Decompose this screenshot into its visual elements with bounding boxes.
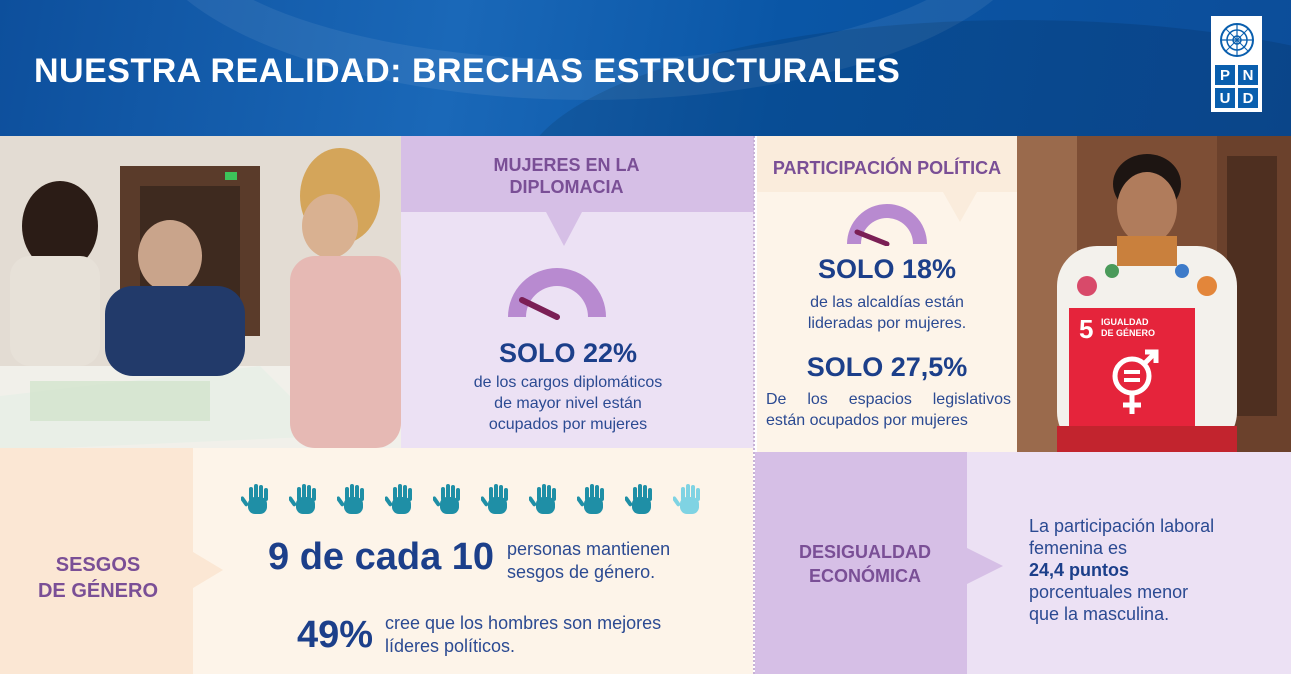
gender-equality-icon <box>1112 349 1159 414</box>
gender-bias-label-line: SESGOS <box>55 554 141 576</box>
hand-icon <box>625 484 652 514</box>
diplomacy-heading-band <box>401 136 754 212</box>
hand-icon <box>529 484 556 514</box>
sdg5-label-line: DE GÉNERO <box>1101 328 1156 338</box>
diplomacy-heading: MUJERES EN LA DIPLOMACIA <box>401 154 732 198</box>
economic-inequality-description: La participación laboral femenina es 24,… <box>1029 515 1269 625</box>
gender-bias-stat-percent: 49% <box>297 614 374 656</box>
sdg5-label: IGUALDAD DE GÉNERO <box>1101 317 1155 339</box>
gender-bias-label-line: DE GÉNERO <box>37 580 159 602</box>
dotted-divider <box>753 136 755 674</box>
hand-icon <box>577 484 604 514</box>
economic-inequality-label: DESIGUALDAD ECONÓMICA <box>770 540 960 588</box>
gender-bias-description-line: líderes políticos. <box>385 636 516 656</box>
diplomacy-gauge-icon <box>508 268 606 320</box>
gender-bias-description-line: personas mantienen <box>507 539 671 559</box>
diplomacy-gauge-needle <box>519 297 560 320</box>
hand-icon <box>289 484 316 514</box>
diplomacy-panel: MUJERES EN LA DIPLOMACIA SOLO 22% de los… <box>401 136 754 448</box>
gender-bias-label: SESGOS DE GÉNERO <box>18 552 178 604</box>
political-description-legislative: De los espacios legislativos <box>766 389 1011 410</box>
political-description-line: de las alcaldías están <box>810 294 964 311</box>
political-stat-legislative: SOLO 27,5% <box>806 352 968 382</box>
economic-description-line: femenina es <box>1029 538 1128 558</box>
logo-letter: N <box>1238 65 1258 85</box>
hand-icon <box>337 484 364 514</box>
political-description-line: están ocupados por mujeres <box>766 412 968 429</box>
gender-bias-description-ratio: personas mantienen sesgos de género. <box>507 538 670 584</box>
diplomacy-description-line: de los cargos diplomáticos <box>473 374 663 391</box>
political-heading: PARTICIPACIÓN POLÍTICA <box>772 158 1002 178</box>
hands-pictogram <box>241 482 707 516</box>
diplomacy-heading-line: MUJERES EN LA <box>493 155 640 175</box>
photo-team-working <box>0 136 401 448</box>
photo-woman-with-sdg-badge: 5 IGUALDAD DE GÉNERO <box>1017 136 1291 452</box>
diplomacy-notch <box>546 212 582 246</box>
economic-highlight: 24,4 puntos <box>1029 560 1130 580</box>
gender-bias-panel <box>193 448 753 674</box>
gender-bias-description-line: cree que los hombres son mejores <box>385 613 662 633</box>
diplomacy-description: de los cargos diplomáticos de mayor nive… <box>401 372 735 435</box>
economic-inequality-label-line: ECONÓMICA <box>809 566 921 586</box>
economic-inequality-label-line: DESIGUALDAD <box>798 542 931 562</box>
diplomacy-heading-line: DIPLOMACIA <box>509 177 624 197</box>
political-heading-band <box>757 136 1017 192</box>
economic-description-line: porcentuales menor <box>1029 582 1189 602</box>
political-gauge-icon <box>847 204 927 246</box>
political-notch <box>943 192 977 222</box>
header-banner: NUESTRA REALIDAD: BRECHAS ESTRUCTURALES … <box>0 0 1291 136</box>
un-emblem-icon <box>1211 16 1262 64</box>
hand-icon <box>385 484 412 514</box>
sdg5-label-line: IGUALDAD <box>1101 317 1149 327</box>
political-gauge-needle <box>854 229 890 246</box>
gender-bias-arrow <box>193 552 223 588</box>
logo-letter: P <box>1215 65 1235 85</box>
diplomacy-stat: SOLO 22% <box>498 338 638 368</box>
hand-icon <box>241 484 268 514</box>
economic-inequality-panel <box>967 452 1291 674</box>
economic-inequality-label-panel <box>755 452 967 674</box>
political-participation-panel: PARTICIPACIÓN POLÍTICA SOLO 18% de las a… <box>757 136 1017 452</box>
diplomacy-description-line: de mayor nivel están <box>494 395 642 412</box>
gender-bias-description-line: sesgos de género. <box>507 562 656 582</box>
economic-inequality-arrow <box>967 548 1003 584</box>
gender-bias-description-percent: cree que los hombres son mejores líderes… <box>385 612 661 658</box>
logo-letter: U <box>1215 88 1235 108</box>
sdg5-badge: 5 IGUALDAD DE GÉNERO <box>1069 308 1195 426</box>
gender-bias-label-panel <box>0 448 193 674</box>
political-description-line: De los espacios legislativos <box>766 391 1011 408</box>
logo-letter: D <box>1238 88 1258 108</box>
political-description-mayors: de las alcaldías están lideradas por muj… <box>757 292 1017 334</box>
hand-icon <box>433 484 460 514</box>
hand-icon <box>673 484 700 514</box>
economic-description-line: que la masculina. <box>1029 604 1170 624</box>
sdg5-number: 5 <box>1079 314 1094 344</box>
political-description-line: lideradas por mujeres. <box>807 315 967 332</box>
hand-icon <box>481 484 508 514</box>
gender-bias-stat-ratio: 9 de cada 10 <box>268 536 495 578</box>
economic-description-line: La participación laboral <box>1029 516 1215 536</box>
page-title: NUESTRA REALIDAD: BRECHAS ESTRUCTURALES <box>34 52 901 90</box>
undp-logo: P N U D <box>1211 16 1262 112</box>
political-stat-mayors: SOLO 18% <box>817 254 957 284</box>
diplomacy-description-line: ocupados por mujeres <box>488 416 648 433</box>
